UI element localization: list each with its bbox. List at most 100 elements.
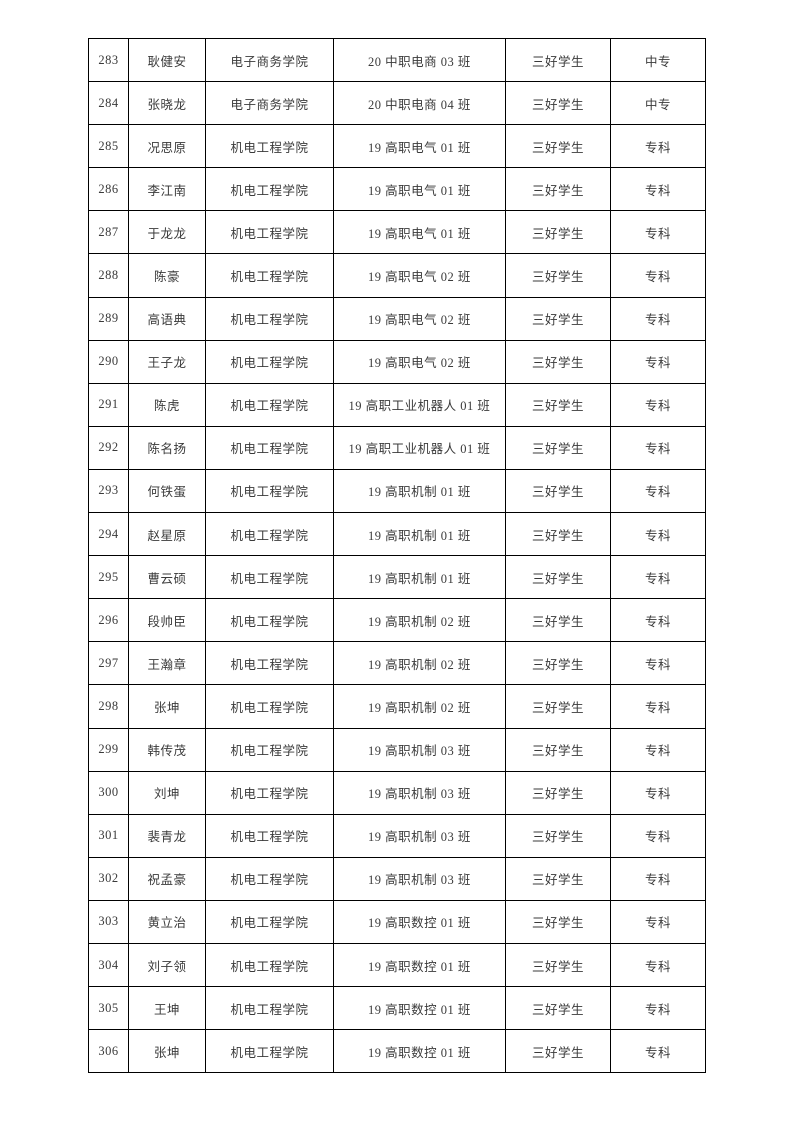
cell-level: 中专 xyxy=(610,37,706,83)
cell-level: 专科 xyxy=(610,986,706,1031)
cell-college: 机电工程学院 xyxy=(205,856,334,901)
table-row: 286 李江南 机电工程学院 19 高职电气 01 班 三好学生 专科 xyxy=(88,167,706,212)
table-row: 299 韩传茂 机电工程学院 19 高职机制 03 班 三好学生 专科 xyxy=(88,727,706,772)
cell-award: 三好学生 xyxy=(505,425,611,470)
cell-student-name: 王子龙 xyxy=(128,339,206,384)
cell-college: 机电工程学院 xyxy=(205,555,334,600)
table-row: 302 祝孟豪 机电工程学院 19 高职机制 03 班 三好学生 专科 xyxy=(88,856,706,901)
cell-college: 机电工程学院 xyxy=(205,124,334,169)
table-row: 301 裴青龙 机电工程学院 19 高职机制 03 班 三好学生 专科 xyxy=(88,813,706,858)
cell-row-number: 290 xyxy=(88,339,129,384)
cell-class: 19 高职电气 01 班 xyxy=(333,210,506,255)
cell-class: 19 高职机制 02 班 xyxy=(333,641,506,686)
table-row: 305 王坤 机电工程学院 19 高职数控 01 班 三好学生 专科 xyxy=(88,986,706,1031)
cell-award: 三好学生 xyxy=(505,81,611,126)
cell-student-name: 况思原 xyxy=(128,124,206,169)
cell-award: 三好学生 xyxy=(505,856,611,901)
student-table-body: 283 耿健安 电子商务学院 20 中职电商 03 班 三好学生 中专 284 … xyxy=(88,37,706,1074)
cell-level: 专科 xyxy=(610,512,706,557)
cell-college: 机电工程学院 xyxy=(205,942,334,988)
cell-class: 19 高职数控 01 班 xyxy=(333,942,506,988)
cell-student-name: 耿健安 xyxy=(128,37,206,83)
cell-student-name: 张坤 xyxy=(128,684,206,729)
cell-class: 19 高职电气 01 班 xyxy=(333,167,506,212)
cell-class: 19 高职工业机器人 01 班 xyxy=(333,425,506,470)
cell-level: 专科 xyxy=(610,468,706,514)
cell-award: 三好学生 xyxy=(505,684,611,729)
cell-class: 19 高职机制 01 班 xyxy=(333,512,506,557)
table-row: 291 陈虎 机电工程学院 19 高职工业机器人 01 班 三好学生 专科 xyxy=(88,382,706,427)
cell-row-number: 296 xyxy=(88,598,129,643)
cell-student-name: 张坤 xyxy=(128,1029,206,1074)
cell-student-name: 王瀚章 xyxy=(128,641,206,686)
cell-level: 专科 xyxy=(610,641,706,686)
cell-level: 专科 xyxy=(610,555,706,600)
table-row: 285 况思原 机电工程学院 19 高职电气 01 班 三好学生 专科 xyxy=(88,124,706,169)
cell-row-number: 302 xyxy=(88,856,129,901)
cell-student-name: 陈名扬 xyxy=(128,425,206,470)
table-row: 288 陈豪 机电工程学院 19 高职电气 02 班 三好学生 专科 xyxy=(88,253,706,298)
cell-class: 19 高职数控 01 班 xyxy=(333,986,506,1031)
cell-student-name: 段帅臣 xyxy=(128,598,206,643)
cell-row-number: 304 xyxy=(88,942,129,988)
cell-row-number: 284 xyxy=(88,81,129,126)
cell-level: 专科 xyxy=(610,124,706,169)
cell-award: 三好学生 xyxy=(505,339,611,384)
cell-award: 三好学生 xyxy=(505,727,611,772)
cell-college: 机电工程学院 xyxy=(205,382,334,427)
cell-row-number: 299 xyxy=(88,727,129,772)
cell-college: 机电工程学院 xyxy=(205,339,334,384)
cell-class: 19 高职机制 03 班 xyxy=(333,813,506,858)
cell-student-name: 刘坤 xyxy=(128,770,206,815)
cell-class: 19 高职数控 01 班 xyxy=(333,899,506,944)
student-award-table: 283 耿健安 电子商务学院 20 中职电商 03 班 三好学生 中专 284 … xyxy=(88,37,706,1074)
table-row: 289 高语典 机电工程学院 19 高职电气 02 班 三好学生 专科 xyxy=(88,296,706,341)
cell-level: 中专 xyxy=(610,81,706,126)
cell-student-name: 何铁蛋 xyxy=(128,468,206,514)
cell-row-number: 289 xyxy=(88,296,129,341)
cell-row-number: 288 xyxy=(88,253,129,298)
cell-level: 专科 xyxy=(610,382,706,427)
cell-class: 19 高职电气 01 班 xyxy=(333,124,506,169)
table-row: 290 王子龙 机电工程学院 19 高职电气 02 班 三好学生 专科 xyxy=(88,339,706,384)
cell-level: 专科 xyxy=(610,253,706,298)
cell-college: 机电工程学院 xyxy=(205,468,334,514)
cell-class: 19 高职电气 02 班 xyxy=(333,339,506,384)
cell-student-name: 李江南 xyxy=(128,167,206,212)
cell-row-number: 305 xyxy=(88,986,129,1031)
cell-college: 机电工程学院 xyxy=(205,598,334,643)
cell-class: 19 高职机制 01 班 xyxy=(333,555,506,600)
cell-level: 专科 xyxy=(610,856,706,901)
table-row: 303 黄立治 机电工程学院 19 高职数控 01 班 三好学生 专科 xyxy=(88,899,706,944)
cell-college: 机电工程学院 xyxy=(205,641,334,686)
cell-level: 专科 xyxy=(610,425,706,470)
cell-award: 三好学生 xyxy=(505,210,611,255)
table-row: 293 何铁蛋 机电工程学院 19 高职机制 01 班 三好学生 专科 xyxy=(88,468,706,514)
table-row: 304 刘子领 机电工程学院 19 高职数控 01 班 三好学生 专科 xyxy=(88,942,706,988)
cell-level: 专科 xyxy=(610,210,706,255)
cell-class: 20 中职电商 03 班 xyxy=(333,37,506,83)
cell-award: 三好学生 xyxy=(505,555,611,600)
cell-award: 三好学生 xyxy=(505,468,611,514)
cell-level: 专科 xyxy=(610,813,706,858)
table-row: 284 张晓龙 电子商务学院 20 中职电商 04 班 三好学生 中专 xyxy=(88,81,706,126)
cell-college: 机电工程学院 xyxy=(205,727,334,772)
cell-student-name: 张晓龙 xyxy=(128,81,206,126)
cell-level: 专科 xyxy=(610,167,706,212)
cell-row-number: 285 xyxy=(88,124,129,169)
cell-college: 机电工程学院 xyxy=(205,296,334,341)
cell-row-number: 303 xyxy=(88,899,129,944)
table-row: 297 王瀚章 机电工程学院 19 高职机制 02 班 三好学生 专科 xyxy=(88,641,706,686)
cell-level: 专科 xyxy=(610,598,706,643)
cell-row-number: 297 xyxy=(88,641,129,686)
cell-level: 专科 xyxy=(610,339,706,384)
cell-student-name: 王坤 xyxy=(128,986,206,1031)
cell-student-name: 刘子领 xyxy=(128,942,206,988)
cell-row-number: 300 xyxy=(88,770,129,815)
cell-class: 19 高职机制 03 班 xyxy=(333,727,506,772)
table-row: 294 赵星原 机电工程学院 19 高职机制 01 班 三好学生 专科 xyxy=(88,512,706,557)
cell-class: 19 高职工业机器人 01 班 xyxy=(333,382,506,427)
cell-row-number: 286 xyxy=(88,167,129,212)
table-row: 292 陈名扬 机电工程学院 19 高职工业机器人 01 班 三好学生 专科 xyxy=(88,425,706,470)
